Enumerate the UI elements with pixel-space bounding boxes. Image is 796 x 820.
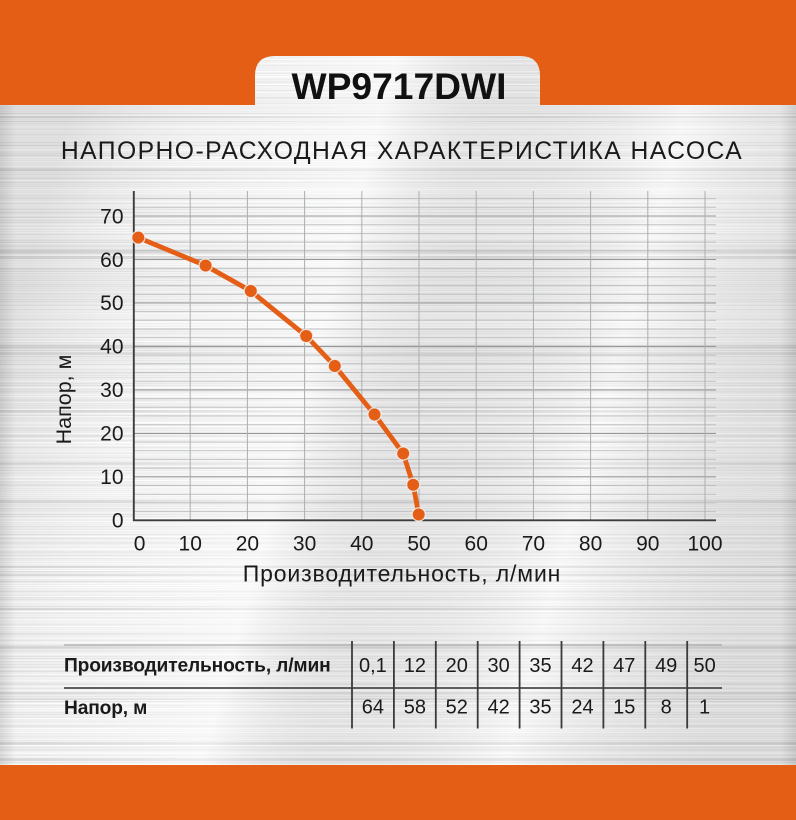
svg-text:47: 47 bbox=[613, 655, 635, 677]
svg-text:49: 49 bbox=[655, 655, 677, 677]
svg-text:90: 90 bbox=[636, 533, 659, 556]
svg-text:50: 50 bbox=[407, 533, 430, 556]
svg-text:42: 42 bbox=[487, 697, 509, 719]
svg-text:8: 8 bbox=[661, 697, 672, 719]
svg-text:80: 80 bbox=[579, 533, 602, 556]
svg-text:30: 30 bbox=[293, 533, 316, 556]
svg-text:0,1: 0,1 bbox=[359, 655, 387, 677]
svg-text:10: 10 bbox=[179, 533, 202, 556]
svg-text:64: 64 bbox=[362, 697, 384, 719]
svg-text:0: 0 bbox=[112, 510, 124, 533]
svg-text:20: 20 bbox=[236, 533, 259, 556]
svg-text:42: 42 bbox=[571, 655, 593, 677]
svg-text:30: 30 bbox=[487, 655, 509, 677]
svg-text:Напор, м: Напор, м bbox=[52, 355, 76, 445]
svg-text:70: 70 bbox=[100, 205, 123, 228]
svg-text:100: 100 bbox=[687, 533, 722, 556]
svg-text:52: 52 bbox=[446, 697, 468, 719]
svg-text:20: 20 bbox=[100, 423, 123, 446]
svg-text:40: 40 bbox=[100, 336, 123, 359]
svg-text:60: 60 bbox=[100, 249, 123, 272]
svg-text:Производительность, л/мин: Производительность, л/мин bbox=[64, 656, 331, 677]
svg-text:15: 15 bbox=[613, 697, 635, 719]
svg-text:20: 20 bbox=[446, 655, 468, 677]
svg-text:35: 35 bbox=[529, 655, 551, 677]
svg-text:58: 58 bbox=[404, 697, 426, 719]
svg-text:30: 30 bbox=[100, 379, 123, 402]
svg-text:70: 70 bbox=[522, 533, 545, 556]
svg-text:Напор, м: Напор, м bbox=[64, 698, 147, 719]
svg-text:0: 0 bbox=[134, 533, 146, 556]
svg-text:Производительность, л/мин: Производительность, л/мин bbox=[243, 561, 561, 587]
svg-text:1: 1 bbox=[699, 697, 710, 719]
svg-text:50: 50 bbox=[100, 292, 123, 315]
svg-text:24: 24 bbox=[571, 697, 593, 719]
svg-text:10: 10 bbox=[100, 466, 123, 489]
svg-text:60: 60 bbox=[465, 533, 488, 556]
svg-text:50: 50 bbox=[693, 655, 715, 677]
svg-text:35: 35 bbox=[529, 697, 551, 719]
svg-text:12: 12 bbox=[404, 655, 426, 677]
svg-text:40: 40 bbox=[350, 533, 373, 556]
